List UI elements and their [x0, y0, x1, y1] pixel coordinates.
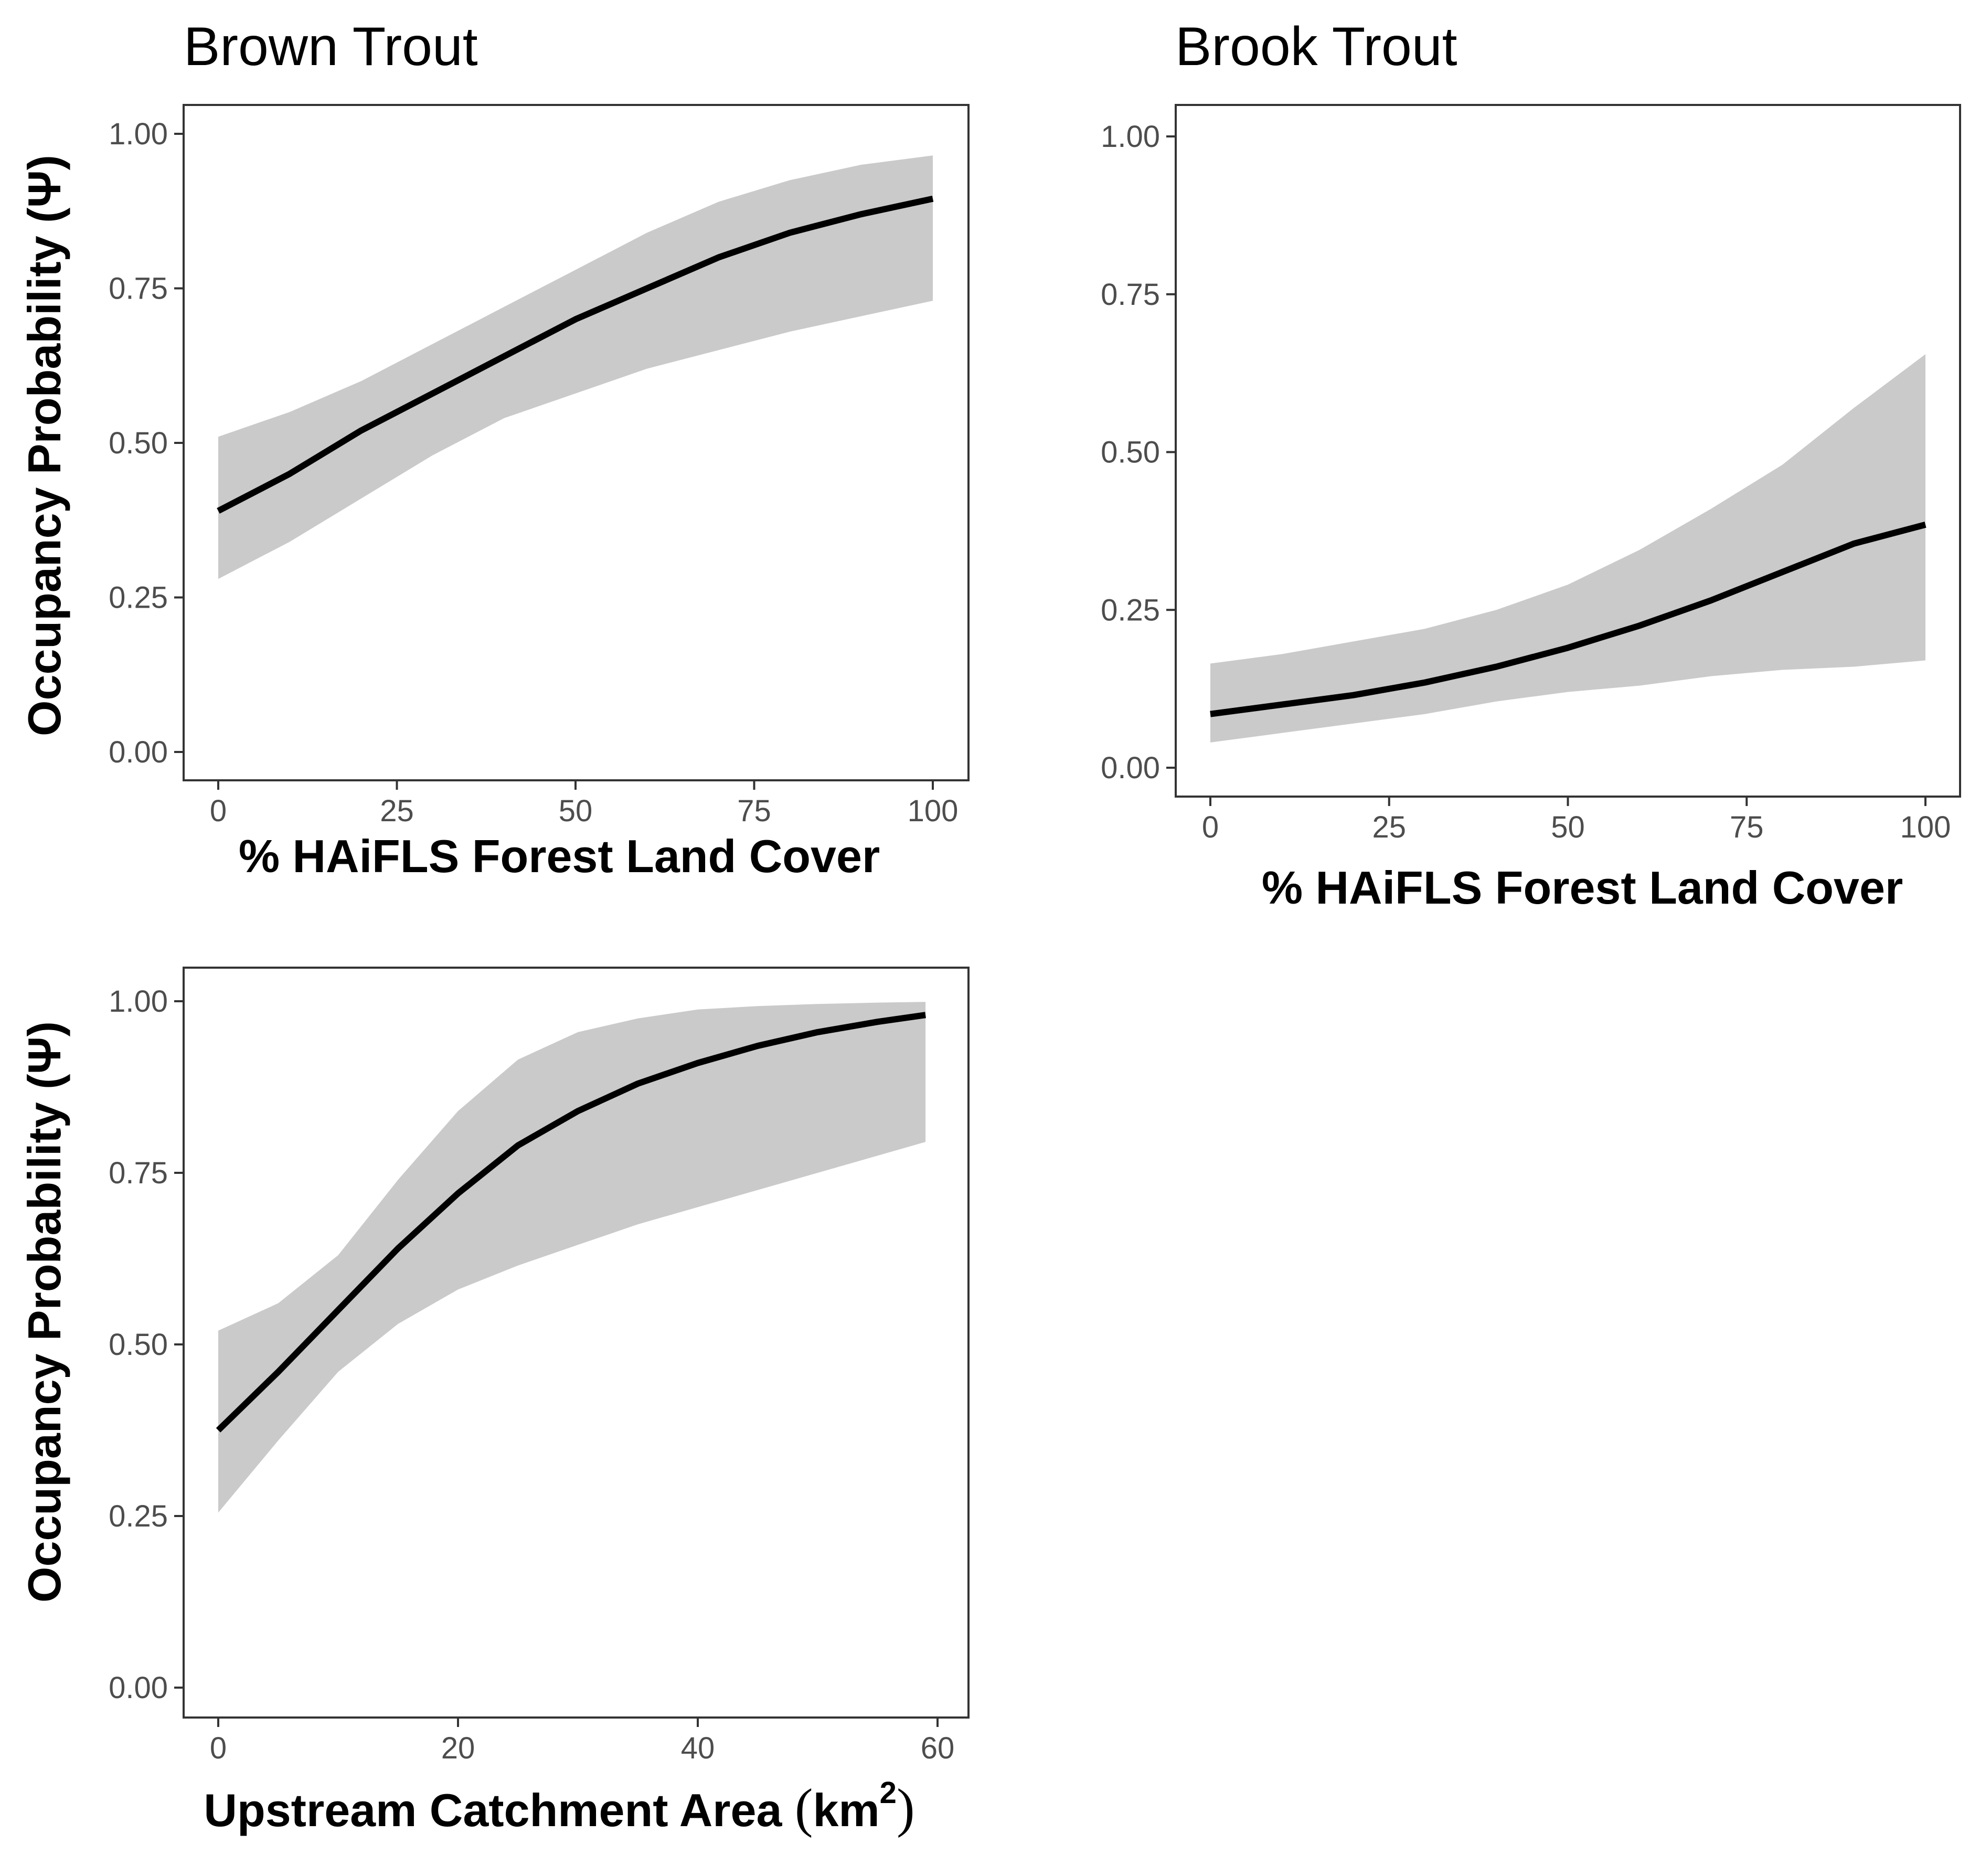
x-tick-label: 25 — [1372, 810, 1406, 844]
y-tick-label: 1.00 — [109, 984, 168, 1019]
x-tick-label: 60 — [921, 1731, 955, 1765]
x-axis-title: Upstream Catchment Area (km2) — [204, 1776, 914, 1838]
y-axis-title: Occupancy Probability (Ψ) — [18, 1021, 70, 1603]
y-tick-label: 0.50 — [109, 1328, 168, 1362]
x-axis-title-sup: 2 — [880, 1776, 897, 1810]
y-tick-label: 0.25 — [1101, 593, 1160, 627]
x-axis-title-text: Upstream Catchment Area — [204, 1784, 782, 1836]
plot-area: 0 20 40 60 0.00 0.25 0.50 0.75 1.00 — [109, 967, 970, 1765]
x-tick-label: 0 — [1202, 810, 1219, 844]
confidence-band — [1210, 354, 1925, 743]
y-axis-title: Occupancy Probability (Ψ) — [18, 155, 70, 736]
y-tick-label: 1.00 — [1101, 120, 1160, 154]
x-tick-label: 0 — [210, 794, 227, 828]
x-tick-label: 100 — [908, 794, 959, 828]
x-axis-title-unit: km — [813, 1784, 879, 1836]
y-tick-label: 0.50 — [1101, 436, 1160, 470]
y-tick-label: 0.75 — [109, 1156, 168, 1190]
x-tick-label: 100 — [1900, 810, 1951, 844]
confidence-band — [218, 1002, 926, 1513]
y-tick-label: 0.25 — [109, 1499, 168, 1533]
panel-title: Brown Trout — [184, 16, 478, 77]
y-tick-label: 0.75 — [109, 272, 168, 306]
y-tick-label: 0.00 — [109, 735, 168, 769]
x-tick-label: 40 — [681, 1731, 715, 1765]
x-axis-title: % HAiFLS Forest Land Cover — [239, 830, 880, 882]
x-tick-label: 75 — [1730, 810, 1764, 844]
panel-catchment-area: 0 20 40 60 0.00 0.25 0.50 0.75 1.00 Upstream Cat… — [18, 967, 970, 1838]
series-line — [216, 1012, 926, 1433]
confidence-band — [218, 155, 933, 579]
panel-brook-trout: Brook Trout 0 25 50 75 100 0.00 0.25 0.50 0.75 1.… — [1101, 16, 1961, 914]
y-tick-label: 1.00 — [109, 117, 168, 151]
series-line — [217, 195, 934, 514]
y-tick-label: 0.00 — [109, 1671, 168, 1705]
y-tick-label: 0.75 — [1101, 278, 1160, 312]
plot-area: 0 25 50 75 100 0.00 0.25 0.50 0.75 1.00 — [1101, 104, 1961, 844]
x-tick-label: 50 — [1551, 810, 1585, 844]
plot-frame — [183, 967, 970, 1719]
y-tick-label: 0.00 — [1101, 751, 1160, 785]
x-tick-label: 0 — [210, 1731, 227, 1765]
y-tick-label: 0.25 — [109, 581, 168, 615]
x-tick-label: 20 — [441, 1731, 475, 1765]
panel-brown-trout: Brown Trout 0 25 50 75 100 0.00 0.25 0.50 0.75 1.… — [18, 16, 970, 882]
y-tick-label: 0.50 — [109, 426, 168, 460]
series-line — [1210, 521, 1926, 717]
x-tick-label: 75 — [737, 794, 771, 828]
plot-area: 0 25 50 75 100 0.00 0.25 0.50 0.75 1.00 — [109, 104, 970, 828]
x-tick-label: 50 — [559, 794, 593, 828]
panel-title: Brook Trout — [1175, 16, 1457, 77]
x-tick-label: 25 — [380, 794, 414, 828]
x-axis-title: % HAiFLS Forest Land Cover — [1262, 862, 1903, 914]
